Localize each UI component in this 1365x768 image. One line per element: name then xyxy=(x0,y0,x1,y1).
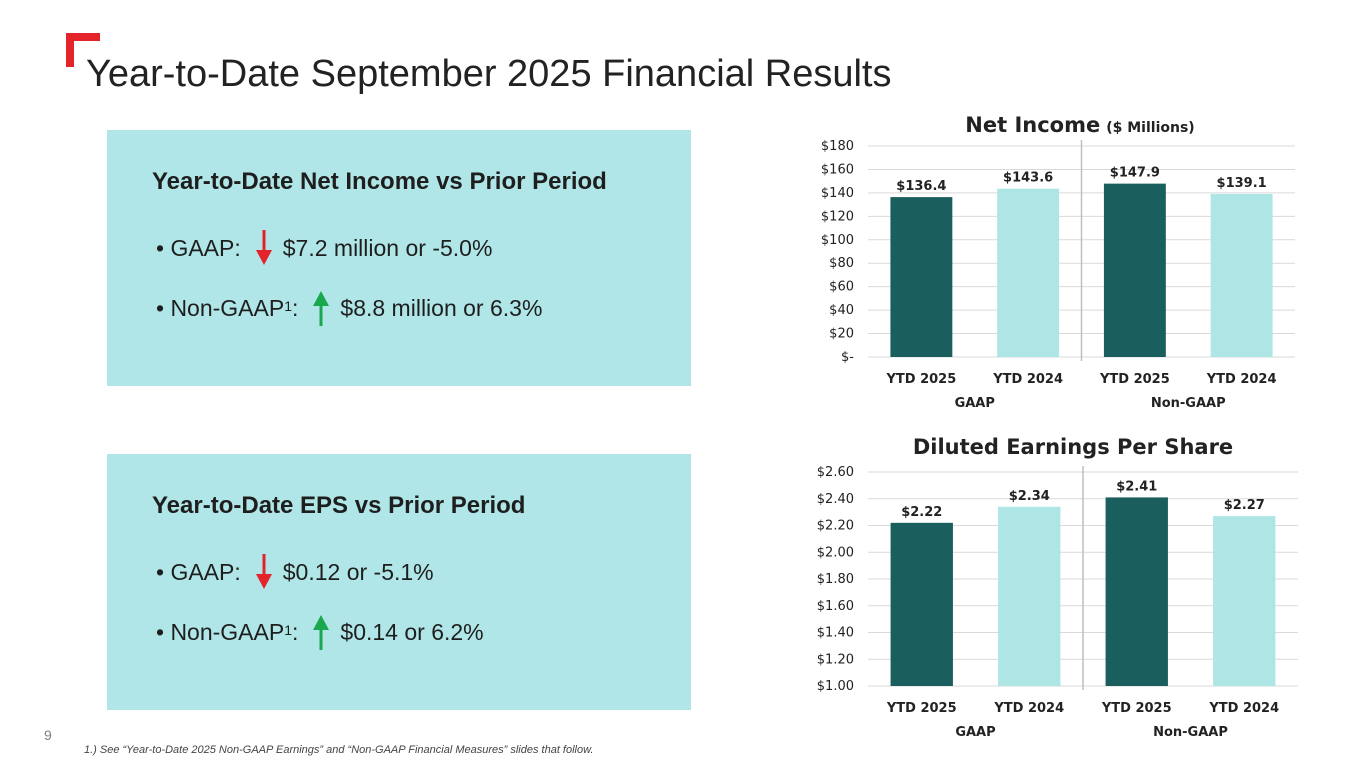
data-label: $2.27 xyxy=(1224,498,1265,513)
data-label: $136.4 xyxy=(896,179,946,194)
x-group-label: Non-GAAP xyxy=(1151,396,1226,411)
bullet-value: $8.8 million or 6.3% xyxy=(340,294,543,321)
y-tick-label: $1.00 xyxy=(817,679,854,694)
panel-heading: Year-to-Date Net Income vs Prior Period xyxy=(152,168,607,195)
bullet-label: • Non-GAAP xyxy=(156,618,285,645)
eps-chart: Diluted Earnings Per Share $1.00 $1.20 $1.4… xyxy=(817,435,1298,740)
x-category-label: YTD 2024 xyxy=(992,372,1063,387)
arrow-down-icon xyxy=(255,230,273,266)
eps-summary-panel: Year-to-Date EPS vs Prior Period • GAAP:… xyxy=(107,454,691,710)
arrow-down-icon xyxy=(255,554,273,590)
y-tick-label: $20 xyxy=(829,327,854,342)
data-label: $2.41 xyxy=(1116,479,1157,494)
bar xyxy=(890,197,953,357)
y-tick-label: $1.60 xyxy=(817,599,854,614)
y-tick-label: $1.40 xyxy=(817,626,854,641)
y-tick-label: $60 xyxy=(829,280,854,295)
x-category-label: YTD 2025 xyxy=(885,372,956,387)
y-tick-label: $1.80 xyxy=(817,572,854,587)
x-category-label: YTD 2024 xyxy=(1206,372,1277,387)
company-logo-icon xyxy=(66,33,100,67)
y-tick-label: $- xyxy=(841,350,854,365)
y-tick-label: $2.20 xyxy=(817,519,854,534)
non-gaap-bullet: • Non-GAAP 1: $0.14 or 6.2% xyxy=(156,614,484,650)
bullet-label: • GAAP: xyxy=(156,558,241,585)
y-tick-label: $40 xyxy=(829,303,854,318)
gaap-bullet: • GAAP: $7.2 million or -5.0% xyxy=(156,230,492,266)
bar xyxy=(890,522,953,686)
bar xyxy=(1103,183,1166,357)
data-label: $2.34 xyxy=(1009,489,1050,504)
x-group-label: GAAP xyxy=(955,725,995,740)
non-gaap-bullet: • Non-GAAP 1: $8.8 million or 6.3% xyxy=(156,290,542,326)
y-tick-label: $180 xyxy=(821,139,854,154)
data-label: $2.22 xyxy=(901,505,942,520)
y-tick-label: $2.60 xyxy=(817,465,854,480)
arrow-up-icon xyxy=(312,290,330,326)
data-label: $139.1 xyxy=(1217,176,1267,191)
bullet-colon: : xyxy=(292,294,299,321)
net-income-summary-panel: Year-to-Date Net Income vs Prior Period … xyxy=(107,130,691,386)
bullet-colon: : xyxy=(292,618,299,645)
y-tick-label: $2.00 xyxy=(817,545,854,560)
bullet-label: • GAAP: xyxy=(156,234,241,261)
y-tick-label: $1.20 xyxy=(817,652,854,667)
bar xyxy=(1105,497,1168,686)
bar xyxy=(998,506,1061,686)
data-label: $147.9 xyxy=(1110,166,1160,181)
x-category-label: YTD 2025 xyxy=(886,701,957,716)
bullet-value: $0.12 or -5.1% xyxy=(282,558,434,585)
footnote: 1.) See “Year-to-Date 2025 Non-GAAP Earn… xyxy=(84,744,594,756)
y-tick-label: $100 xyxy=(821,233,854,248)
bullet-value: $0.14 or 6.2% xyxy=(340,618,484,645)
panel-heading: Year-to-Date EPS vs Prior Period xyxy=(152,492,526,519)
bar xyxy=(997,188,1060,357)
chart-title: Net Income ($ Millions) xyxy=(965,113,1194,137)
x-category-label: YTD 2024 xyxy=(1208,701,1279,716)
x-category-label: YTD 2024 xyxy=(993,701,1064,716)
x-category-label: YTD 2025 xyxy=(1099,372,1170,387)
page-title: Year-to-Date September 2025 Financial Re… xyxy=(86,53,892,95)
bullet-value: $7.2 million or -5.0% xyxy=(282,234,493,261)
x-group-label: Non-GAAP xyxy=(1153,725,1228,740)
data-label: $143.6 xyxy=(1003,171,1053,186)
chart-title: Diluted Earnings Per Share xyxy=(913,435,1233,459)
x-category-label: YTD 2025 xyxy=(1101,701,1172,716)
page-number: 9 xyxy=(44,727,52,743)
bar xyxy=(1213,516,1276,686)
y-tick-label: $80 xyxy=(829,256,854,271)
bullet-label: • Non-GAAP xyxy=(156,294,285,321)
gaap-bullet: • GAAP: $0.12 or -5.1% xyxy=(156,554,434,590)
arrow-up-icon xyxy=(312,614,330,650)
y-tick-label: $120 xyxy=(821,209,854,224)
y-tick-label: $140 xyxy=(821,186,854,201)
y-tick-label: $160 xyxy=(821,162,854,177)
bar xyxy=(1210,193,1273,357)
net-income-chart: Net Income ($ Millions) $- $20 $40 $60 $80 $100… xyxy=(821,113,1295,411)
y-tick-label: $2.40 xyxy=(817,492,854,507)
chart-subtitle: ($ Millions) xyxy=(1106,120,1194,136)
x-group-label: GAAP xyxy=(955,396,995,411)
